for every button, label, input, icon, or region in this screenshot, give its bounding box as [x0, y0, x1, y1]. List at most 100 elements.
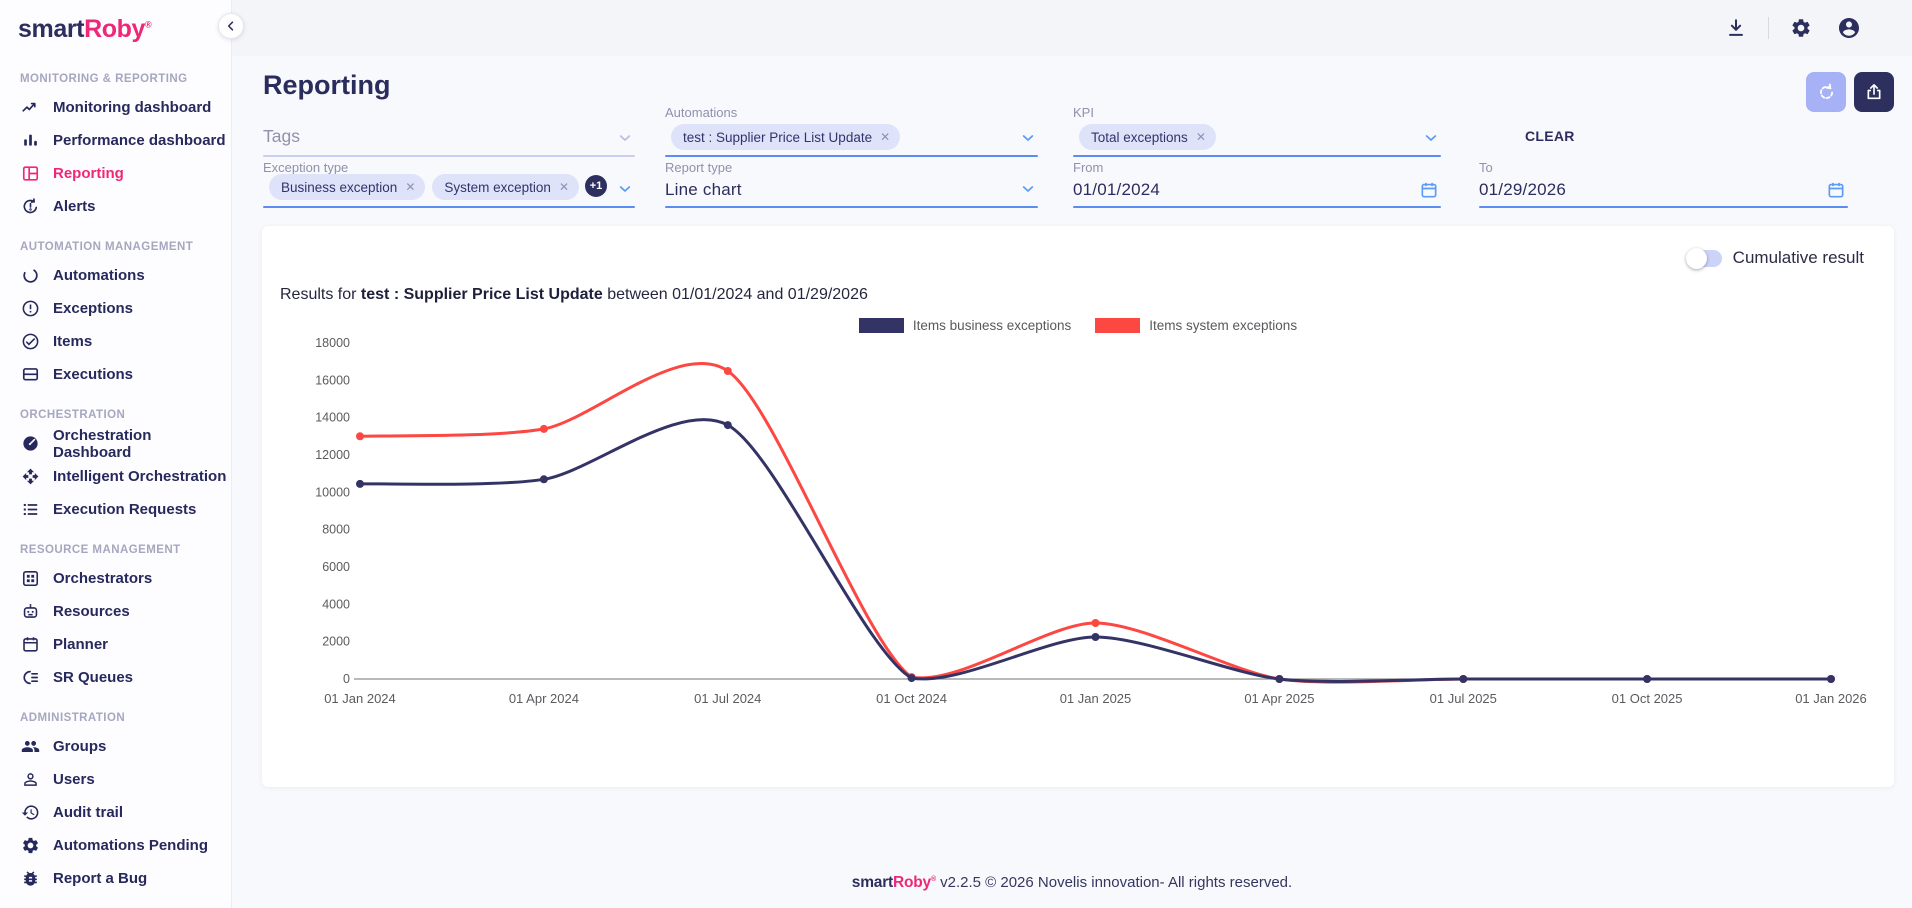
- chevron-down-icon[interactable]: [617, 181, 633, 197]
- kpi-label: KPI: [1073, 105, 1094, 120]
- sidebar-item-label: Orchestrators: [53, 570, 152, 587]
- items-system-exceptions-point: [1092, 619, 1100, 627]
- sidebar-nav: MONITORING & REPORTINGMonitoring dashboa…: [0, 53, 231, 895]
- sidebar-section-label: AUTOMATION MANAGEMENT: [20, 241, 231, 253]
- chevron-down-icon[interactable]: [617, 130, 633, 146]
- sidebar-item-label: Report a Bug: [53, 870, 147, 887]
- more-chips-badge[interactable]: +1: [585, 175, 607, 197]
- sidebar-item-label: Automations: [53, 267, 145, 284]
- logo-text-roby: Roby: [84, 15, 145, 43]
- tags-placeholder: Tags: [263, 126, 300, 147]
- remove-chip-icon[interactable]: ✕: [559, 181, 569, 193]
- results-suffix: between 01/01/2024 and 01/29/2026: [603, 286, 868, 303]
- chevron-down-icon[interactable]: [1423, 130, 1439, 146]
- reporting-icon: [21, 164, 40, 183]
- to-underline: [1479, 206, 1848, 209]
- performance-dashboard-icon: [21, 131, 40, 150]
- settings-icon: [1790, 17, 1812, 39]
- sidebar-item-monitoring-dashboard[interactable]: Monitoring dashboard: [0, 91, 231, 124]
- automations-icon: [21, 266, 40, 285]
- sidebar-item-executions[interactable]: Executions: [0, 358, 231, 391]
- account-button[interactable]: [1832, 11, 1866, 45]
- sidebar-item-performance-dashboard[interactable]: Performance dashboard: [0, 124, 231, 157]
- kpi-chip-label: Total exceptions: [1091, 130, 1188, 145]
- automations-pending-icon: [21, 836, 40, 855]
- sidebar-item-resources[interactable]: Resources: [0, 595, 231, 628]
- sidebar-item-automations[interactable]: Automations: [0, 259, 231, 292]
- topbar-divider: [1768, 17, 1769, 39]
- chevron-down-icon[interactable]: [1020, 181, 1036, 197]
- download-button[interactable]: [1719, 11, 1753, 45]
- from-date-field[interactable]: From 01/01/2024: [1073, 160, 1441, 208]
- sidebar-item-orchestration-dashboard[interactable]: Orchestration Dashboard: [0, 427, 231, 460]
- exception-type-filter[interactable]: Exception type Business exception✕ Syste…: [263, 160, 635, 208]
- sidebar-item-users[interactable]: Users: [0, 763, 231, 796]
- sidebar-item-intelligent-orchestration[interactable]: Intelligent Orchestration: [0, 460, 231, 493]
- items-business-exceptions-point: [1092, 633, 1100, 641]
- sidebar-item-label: SR Queues: [53, 669, 133, 686]
- clear-button[interactable]: CLEAR: [1519, 127, 1581, 145]
- sidebar-item-groups[interactable]: Groups: [0, 730, 231, 763]
- items-system-exceptions-point: [724, 367, 732, 375]
- svg-text:0: 0: [343, 672, 350, 686]
- sidebar-collapse-button[interactable]: [218, 13, 244, 39]
- sidebar-item-label: Exceptions: [53, 300, 133, 317]
- exception-type-chip[interactable]: Business exception✕: [269, 174, 425, 200]
- sidebar-item-alerts[interactable]: Alerts: [0, 190, 231, 223]
- svg-text:8000: 8000: [322, 523, 350, 537]
- automations-underline: [665, 155, 1038, 158]
- exception-type-label: Exception type: [263, 160, 348, 175]
- items-business-exceptions-point: [356, 480, 364, 488]
- sidebar-item-sr-queues[interactable]: SR Queues: [0, 661, 231, 694]
- sidebar-item-items[interactable]: Items: [0, 325, 231, 358]
- report-type-select[interactable]: Report type Line chart: [665, 160, 1038, 208]
- exception-type-chip[interactable]: System exception ✕: [432, 174, 579, 200]
- execution-requests-icon: [21, 500, 40, 519]
- items-business-exceptions-point: [1275, 675, 1283, 683]
- remove-chip-icon[interactable]: ✕: [405, 181, 415, 193]
- sidebar-item-label: Planner: [53, 636, 108, 653]
- svg-text:12000: 12000: [315, 448, 350, 462]
- audit-trail-icon: [21, 803, 40, 822]
- svg-text:01 Apr 2024: 01 Apr 2024: [509, 691, 579, 706]
- items-business-exceptions-point: [540, 475, 548, 483]
- svg-text:01 Jan 2026: 01 Jan 2026: [1795, 691, 1867, 706]
- kpi-filter[interactable]: KPI Total exceptions ✕: [1073, 96, 1441, 157]
- sidebar-item-audit-trail[interactable]: Audit trail: [0, 796, 231, 829]
- results-automation-name: test : Supplier Price List Update: [361, 286, 603, 303]
- from-underline: [1073, 206, 1441, 209]
- calendar-icon[interactable]: [1419, 180, 1439, 200]
- sidebar-item-label: Performance dashboard: [53, 132, 226, 149]
- monitoring-dashboard-icon: [21, 98, 40, 117]
- sidebar-item-planner[interactable]: Planner: [0, 628, 231, 661]
- calendar-icon[interactable]: [1826, 180, 1846, 200]
- items-business-exceptions-point: [908, 674, 916, 682]
- settings-button[interactable]: [1784, 11, 1818, 45]
- tags-filter[interactable]: Tags: [263, 96, 635, 157]
- sidebar-item-exceptions[interactable]: Exceptions: [0, 292, 231, 325]
- sidebar-item-reporting[interactable]: Reporting: [0, 157, 231, 190]
- orchestrators-icon: [21, 569, 40, 588]
- kpi-chip[interactable]: Total exceptions ✕: [1079, 124, 1216, 150]
- remove-chip-icon[interactable]: ✕: [880, 131, 890, 143]
- export-button[interactable]: [1854, 72, 1894, 112]
- sidebar-item-report-a-bug[interactable]: Report a Bug: [0, 862, 231, 895]
- sidebar-item-orchestrators[interactable]: Orchestrators: [0, 562, 231, 595]
- groups-icon: [21, 737, 40, 756]
- to-date-field[interactable]: To 01/29/2026: [1479, 160, 1848, 208]
- exception-type-underline: [263, 206, 635, 209]
- sidebar-item-execution-requests[interactable]: Execution Requests: [0, 493, 231, 526]
- sidebar-item-automations-pending[interactable]: Automations Pending: [0, 829, 231, 862]
- chevron-down-icon[interactable]: [1020, 130, 1036, 146]
- sidebar-item-label: Users: [53, 771, 95, 788]
- download-icon: [1725, 17, 1747, 39]
- remove-chip-icon[interactable]: ✕: [1196, 131, 1206, 143]
- exception-chip-label: System exception: [444, 180, 551, 195]
- cumulative-toggle[interactable]: [1688, 250, 1722, 267]
- sidebar-item-label: Reporting: [53, 165, 124, 182]
- cumulative-toggle-row: Cumulative result: [1688, 248, 1864, 268]
- from-date-value[interactable]: 01/01/2024: [1073, 180, 1160, 200]
- automation-chip[interactable]: test : Supplier Price List Update✕: [671, 124, 900, 150]
- automations-filter[interactable]: Automations test : Supplier Price List U…: [665, 96, 1038, 157]
- to-date-value[interactable]: 01/29/2026: [1479, 180, 1566, 200]
